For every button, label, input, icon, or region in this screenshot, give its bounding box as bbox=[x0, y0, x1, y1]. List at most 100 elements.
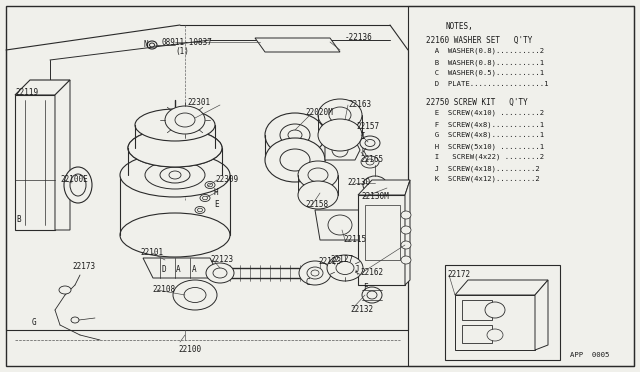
Text: 08911-10837: 08911-10837 bbox=[162, 38, 213, 47]
Ellipse shape bbox=[288, 130, 302, 140]
Polygon shape bbox=[255, 38, 340, 52]
Ellipse shape bbox=[318, 99, 362, 131]
Ellipse shape bbox=[169, 171, 181, 179]
Text: 22119: 22119 bbox=[15, 88, 38, 97]
Text: 22101: 22101 bbox=[140, 248, 163, 257]
Text: 22020M: 22020M bbox=[305, 108, 333, 117]
Ellipse shape bbox=[206, 263, 234, 283]
Text: C  WASHER(0.5)..........1: C WASHER(0.5)..........1 bbox=[426, 70, 544, 77]
Text: A  WASHER(0.8)..........2: A WASHER(0.8)..........2 bbox=[426, 48, 544, 55]
Text: N: N bbox=[143, 40, 148, 49]
Ellipse shape bbox=[145, 161, 205, 189]
Ellipse shape bbox=[173, 280, 217, 310]
Ellipse shape bbox=[332, 143, 348, 157]
Ellipse shape bbox=[280, 149, 310, 171]
Text: I: I bbox=[360, 132, 365, 141]
Text: 22100E: 22100E bbox=[60, 175, 88, 184]
Text: C: C bbox=[305, 278, 310, 287]
Ellipse shape bbox=[213, 268, 227, 278]
Text: 22157: 22157 bbox=[356, 122, 379, 131]
Bar bbox=[408, 6, 634, 366]
Text: 22108: 22108 bbox=[152, 285, 175, 294]
Ellipse shape bbox=[205, 182, 215, 189]
Text: (1): (1) bbox=[175, 47, 189, 56]
Bar bbox=[462, 325, 492, 343]
Text: 22158: 22158 bbox=[305, 200, 328, 209]
Polygon shape bbox=[325, 140, 360, 160]
Polygon shape bbox=[455, 280, 548, 295]
Ellipse shape bbox=[361, 156, 379, 168]
Ellipse shape bbox=[120, 153, 230, 197]
Ellipse shape bbox=[265, 138, 325, 182]
Text: 22173: 22173 bbox=[72, 262, 95, 271]
Polygon shape bbox=[358, 195, 405, 285]
Ellipse shape bbox=[367, 291, 377, 299]
Ellipse shape bbox=[59, 286, 71, 294]
Text: NOTES,: NOTES, bbox=[446, 22, 474, 31]
Text: 22130: 22130 bbox=[347, 178, 370, 187]
Ellipse shape bbox=[171, 117, 179, 123]
Ellipse shape bbox=[401, 226, 411, 234]
Text: K: K bbox=[361, 148, 365, 157]
Text: D: D bbox=[162, 265, 166, 274]
Text: I   SCREW(4x22) ........2: I SCREW(4x22) ........2 bbox=[426, 154, 544, 160]
Text: 22163: 22163 bbox=[348, 100, 371, 109]
Polygon shape bbox=[445, 265, 560, 360]
Ellipse shape bbox=[202, 196, 207, 200]
Text: 22130M: 22130M bbox=[361, 192, 388, 201]
Text: 22172: 22172 bbox=[447, 270, 470, 279]
Ellipse shape bbox=[401, 256, 411, 264]
Polygon shape bbox=[15, 95, 55, 230]
Text: 22127: 22127 bbox=[330, 255, 353, 264]
Ellipse shape bbox=[311, 270, 319, 276]
Text: B  WASHER(0.8)..........1: B WASHER(0.8)..........1 bbox=[426, 59, 544, 65]
Polygon shape bbox=[143, 258, 220, 278]
Polygon shape bbox=[455, 295, 535, 350]
Text: 22100: 22100 bbox=[178, 345, 201, 354]
Ellipse shape bbox=[363, 176, 387, 194]
Text: G: G bbox=[32, 318, 36, 327]
Text: 22309: 22309 bbox=[215, 175, 238, 184]
Text: H: H bbox=[214, 188, 219, 197]
Text: K  SCREW(4x12).........2: K SCREW(4x12).........2 bbox=[426, 176, 540, 183]
Text: 22162: 22162 bbox=[360, 268, 383, 277]
Text: APP  0005: APP 0005 bbox=[570, 352, 609, 358]
Ellipse shape bbox=[165, 106, 205, 134]
Polygon shape bbox=[535, 280, 548, 350]
Ellipse shape bbox=[299, 261, 331, 285]
Text: 22123: 22123 bbox=[318, 257, 341, 266]
Text: 22750 SCREW KIT   Q'TY: 22750 SCREW KIT Q'TY bbox=[426, 98, 528, 107]
Ellipse shape bbox=[128, 129, 222, 167]
Ellipse shape bbox=[64, 167, 92, 203]
Text: 22301: 22301 bbox=[187, 98, 210, 107]
Text: -22136: -22136 bbox=[345, 33, 372, 42]
Text: E  SCREW(4x10) .........2: E SCREW(4x10) .........2 bbox=[426, 110, 544, 116]
Text: 22165: 22165 bbox=[360, 155, 383, 164]
Ellipse shape bbox=[327, 255, 363, 281]
Text: B: B bbox=[16, 215, 20, 224]
Ellipse shape bbox=[362, 287, 382, 303]
Ellipse shape bbox=[401, 211, 411, 219]
Ellipse shape bbox=[329, 107, 351, 123]
Ellipse shape bbox=[167, 114, 183, 126]
Text: A: A bbox=[192, 265, 196, 274]
Text: 22132: 22132 bbox=[350, 305, 373, 314]
Polygon shape bbox=[15, 80, 70, 95]
Text: E: E bbox=[214, 200, 219, 209]
Ellipse shape bbox=[401, 241, 411, 249]
Ellipse shape bbox=[135, 109, 215, 141]
Ellipse shape bbox=[336, 262, 354, 275]
Text: D  PLATE.................1: D PLATE.................1 bbox=[426, 81, 548, 87]
Ellipse shape bbox=[298, 161, 338, 189]
Text: A: A bbox=[176, 265, 180, 274]
Ellipse shape bbox=[369, 180, 381, 189]
Bar bbox=[462, 300, 492, 320]
Ellipse shape bbox=[265, 113, 325, 157]
Text: F  SCREW(4x8)...........1: F SCREW(4x8)...........1 bbox=[426, 121, 544, 128]
Ellipse shape bbox=[70, 174, 86, 196]
Ellipse shape bbox=[298, 181, 338, 209]
Text: J: J bbox=[355, 265, 360, 274]
Ellipse shape bbox=[120, 213, 230, 257]
Text: J  SCREW(4x18).........2: J SCREW(4x18).........2 bbox=[426, 165, 540, 171]
Ellipse shape bbox=[200, 195, 210, 202]
